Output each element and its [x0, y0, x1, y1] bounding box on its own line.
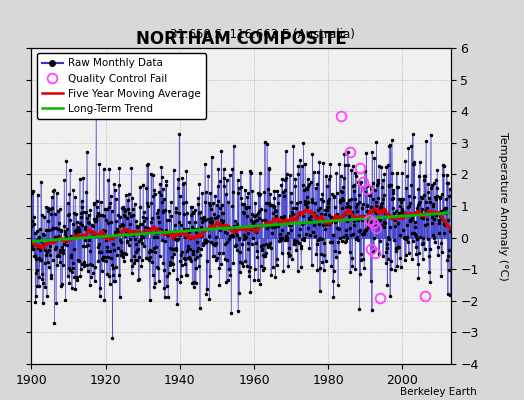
Y-axis label: Temperature Anomaly (°C): Temperature Anomaly (°C)	[498, 132, 508, 280]
Text: 31.650 S, 116.663 E (Australia): 31.650 S, 116.663 E (Australia)	[170, 28, 354, 41]
Title: NORTHAM COMPOSITE: NORTHAM COMPOSITE	[136, 30, 346, 48]
Text: Berkeley Earth: Berkeley Earth	[400, 387, 477, 397]
Legend: Raw Monthly Data, Quality Control Fail, Five Year Moving Average, Long-Term Tren: Raw Monthly Data, Quality Control Fail, …	[37, 53, 206, 119]
